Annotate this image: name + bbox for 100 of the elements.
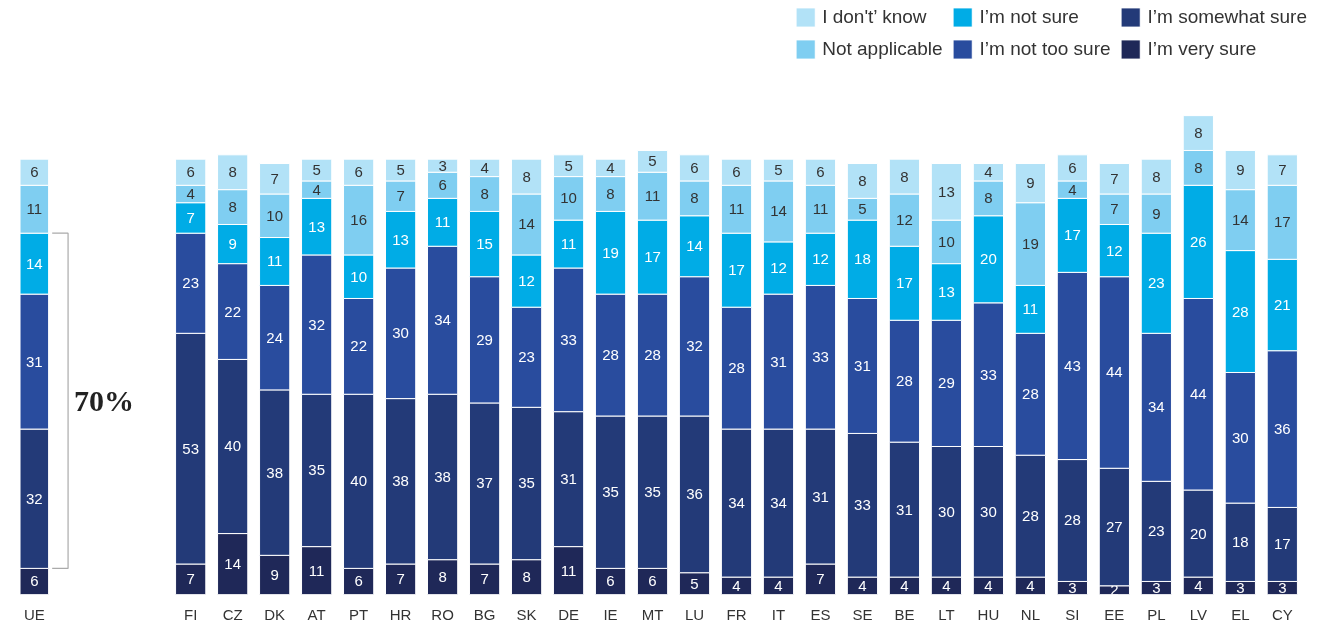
x-tick-label: RO xyxy=(431,605,454,623)
data-label: 44 xyxy=(1190,385,1207,403)
data-label: 8 xyxy=(522,568,531,586)
data-label: 32 xyxy=(686,337,703,355)
data-label: 40 xyxy=(224,437,242,455)
data-label: 33 xyxy=(812,348,829,366)
data-label: 43 xyxy=(1064,356,1081,374)
data-label: 6 xyxy=(690,158,699,176)
data-label: 22 xyxy=(350,337,367,355)
x-tick-label: SE xyxy=(852,605,873,623)
data-label: 15 xyxy=(476,235,493,253)
data-label: 4 xyxy=(942,576,951,594)
data-label: 11 xyxy=(644,187,661,205)
data-label: 3 xyxy=(1236,578,1245,596)
data-label: 29 xyxy=(938,374,955,392)
data-label: 8 xyxy=(480,185,489,202)
data-label: 7 xyxy=(396,570,405,588)
data-label: 8 xyxy=(228,198,237,216)
data-label: 5 xyxy=(858,200,867,218)
data-label: 14 xyxy=(686,237,703,255)
data-label: 11 xyxy=(308,561,325,579)
data-label: 30 xyxy=(938,502,955,520)
data-label: 20 xyxy=(980,250,997,268)
data-label: 6 xyxy=(606,572,615,590)
data-label: 20 xyxy=(1190,524,1207,542)
data-label: 8 xyxy=(522,167,531,185)
data-label: 8 xyxy=(1194,158,1203,176)
data-label: 5 xyxy=(648,152,657,170)
legend-label: Not applicable xyxy=(822,38,943,60)
data-label: 31 xyxy=(896,500,913,518)
data-label: 18 xyxy=(854,250,871,268)
data-label: 11 xyxy=(812,200,829,218)
data-label: 3 xyxy=(1278,578,1287,596)
x-tick-label: IE xyxy=(603,605,618,623)
data-label: 38 xyxy=(392,472,409,490)
data-label: 4 xyxy=(732,576,741,594)
data-label: 6 xyxy=(354,163,363,181)
x-tick-label: BG xyxy=(473,605,496,623)
data-label: 14 xyxy=(518,215,535,233)
data-label: 12 xyxy=(1106,241,1123,259)
data-label: 53 xyxy=(182,439,200,457)
data-label: 14 xyxy=(25,254,43,272)
data-label: 8 xyxy=(438,568,447,586)
data-label: 7 xyxy=(816,570,825,588)
x-tick-label: HR xyxy=(389,605,412,623)
data-label: 9 xyxy=(1026,174,1035,192)
data-label: 10 xyxy=(350,267,367,285)
data-label: 6 xyxy=(1068,158,1077,176)
data-label: 19 xyxy=(1022,235,1039,253)
x-tick-label: LV xyxy=(1189,605,1207,623)
data-label: 17 xyxy=(1273,535,1291,553)
data-label: 30 xyxy=(980,502,997,520)
x-tick-label: NL xyxy=(1020,605,1040,623)
data-label: 13 xyxy=(938,182,955,200)
data-label: 10 xyxy=(560,189,577,207)
data-label: 28 xyxy=(728,359,745,377)
x-tick-label: CZ xyxy=(222,605,243,623)
data-label: 4 xyxy=(984,576,993,594)
data-label: 4 xyxy=(480,158,489,176)
x-tick-label: UE xyxy=(23,605,45,623)
data-label: 14 xyxy=(770,202,787,220)
x-tick-label: BE xyxy=(894,605,915,623)
data-label: 19 xyxy=(602,243,619,261)
data-label: 18 xyxy=(1231,533,1249,551)
data-label: 5 xyxy=(690,574,699,592)
data-label: 8 xyxy=(690,189,699,207)
data-label: 11 xyxy=(560,561,577,579)
data-label: 9 xyxy=(228,235,237,253)
data-label: 7 xyxy=(480,570,489,588)
data-label: 31 xyxy=(25,352,43,370)
data-label: 23 xyxy=(1148,274,1165,292)
x-tick-label: SK xyxy=(516,605,537,623)
data-label: 4 xyxy=(1068,180,1077,198)
data-label: 3 xyxy=(438,156,447,174)
data-label: 33 xyxy=(854,496,871,514)
data-label: 4 xyxy=(900,576,909,594)
x-tick-label: LT xyxy=(938,605,955,623)
data-label: 38 xyxy=(266,463,284,481)
data-label: 7 xyxy=(186,570,195,588)
data-label: 7 xyxy=(1110,200,1119,218)
data-label: 11 xyxy=(434,213,451,231)
data-label: 6 xyxy=(732,163,741,181)
x-tick-label: SI xyxy=(1065,605,1080,623)
data-label: 8 xyxy=(984,189,993,207)
data-label: 13 xyxy=(938,282,955,300)
data-label: 14 xyxy=(224,555,242,573)
data-label: 9 xyxy=(270,565,279,583)
data-label: 12 xyxy=(896,211,913,229)
data-label: 8 xyxy=(858,171,867,189)
data-label: 40 xyxy=(350,472,367,490)
data-label: 30 xyxy=(392,324,409,342)
data-label: 7 xyxy=(270,169,279,187)
data-label: 36 xyxy=(1273,420,1291,438)
data-label: 34 xyxy=(1148,398,1165,416)
data-label: 12 xyxy=(518,272,535,290)
data-label: 22 xyxy=(224,302,242,320)
data-label: 4 xyxy=(606,158,615,176)
data-label: 38 xyxy=(434,467,451,485)
data-label: 26 xyxy=(1190,232,1207,250)
data-label: 28 xyxy=(1022,507,1039,525)
